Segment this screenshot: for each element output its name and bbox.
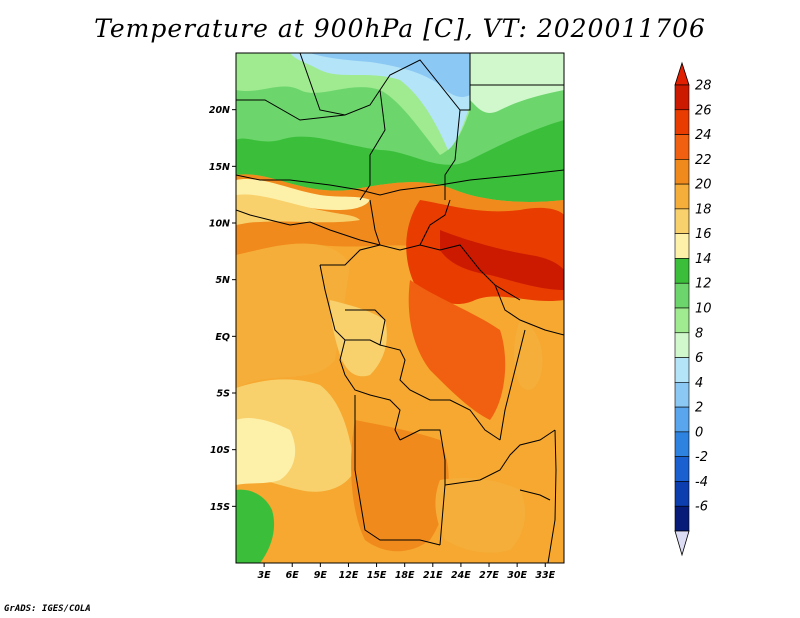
field-band-8c [290,53,470,150]
colorbar-segment [674,84,690,111]
colorbar-segment [674,332,690,358]
colorbar-segment [674,481,690,507]
field-band-18c-gabon [330,300,387,377]
x-tick-label: 6E [286,570,300,581]
x-tick-label: 15E [367,570,387,581]
colorbar-segment [674,505,690,532]
map-frame [235,52,565,564]
colorbar-segment [674,109,690,135]
x-axis: 3E 6E 9E 12E 15E 18E 21E 24E 27E 30E 33E [258,563,556,581]
colorbar-label: 8 [695,326,703,341]
x-tick-label: 30E [507,570,527,581]
x-tick-label: 24E [451,570,471,581]
colorbar-bottom-arrow [674,530,690,557]
field-band-24c-basin [408,280,506,420]
colorbar-segment [674,357,690,383]
x-tick-label: 12E [339,570,359,581]
colorbar-label: 6 [695,351,703,366]
colorbar-top-arrow [674,61,690,86]
grads-credit: GrADS: IGES/COLA [4,604,91,614]
y-tick-label: 10S [210,445,230,456]
colorbar-segment [674,307,690,334]
field-band-20c-west [236,243,350,388]
colorbar-segment [674,456,690,482]
colorbar-label: 20 [695,178,712,193]
colorbar-label: 22 [695,153,712,168]
colorbar-label: -2 [695,450,708,465]
field-band-20c-sahel [236,194,360,225]
x-tick-label: 3E [258,570,272,581]
y-tick-label: 20N [209,105,230,116]
y-tick-label: 10N [209,219,230,230]
colorbar-segment [674,282,690,309]
field-band-20c-southeast [435,478,526,553]
colorbar-label: 26 [695,103,712,118]
y-tick-label: 15N [209,162,230,173]
field-band-22c-south [351,420,449,552]
field-band-6c [310,53,470,97]
colorbar-label: 0 [695,425,703,440]
colorbar-label: 12 [695,277,712,292]
colorbar-segment [674,431,690,457]
chart-title: Temperature at 900hPa [C], VT: 202001170… [94,14,706,43]
colorbar-segment [674,233,690,259]
x-tick-label: 21E [423,570,443,581]
colorbar-segment [674,183,690,210]
colorbar-label: 24 [695,128,712,143]
y-tick-label: 5S [217,389,231,400]
x-tick-label: 9E [314,570,328,581]
x-tick-label: 33E [535,570,555,581]
field-band-10c-east [470,53,564,113]
y-tick-label: EQ [215,332,230,343]
colorbar-segment [674,406,690,433]
colorbar-label: 2 [695,401,703,416]
y-tick-label: 5N [215,275,230,286]
field-band-20c-highlands [514,320,543,390]
colorbar-label: -4 [695,475,708,490]
field-band-16c-angola [236,418,296,485]
colorbar-label: 16 [695,227,712,242]
field-band-14c-south [236,489,275,563]
colorbar-label: 10 [695,302,712,317]
colorbar-label: -6 [695,500,708,515]
colorbar-segment [674,134,690,160]
colorbar-label: 28 [695,79,712,94]
colorbar-segment [674,382,690,408]
x-tick-label: 27E [479,570,499,581]
colorbar-segment [674,159,690,185]
field-band-28c [440,230,564,290]
y-tick-label: 15S [210,502,230,513]
colorbar-segment [674,208,690,234]
colorbar-segment [674,258,690,284]
colorbar-label: 14 [695,252,712,267]
x-tick-label: 18E [395,570,415,581]
y-axis: 20N 15N 10N 5N EQ 5S 10S 15S [209,105,236,513]
temperature-field [236,53,564,563]
country-borders [236,53,564,563]
colorbar-label: 4 [695,376,703,391]
colorbar-label: 18 [695,202,712,217]
